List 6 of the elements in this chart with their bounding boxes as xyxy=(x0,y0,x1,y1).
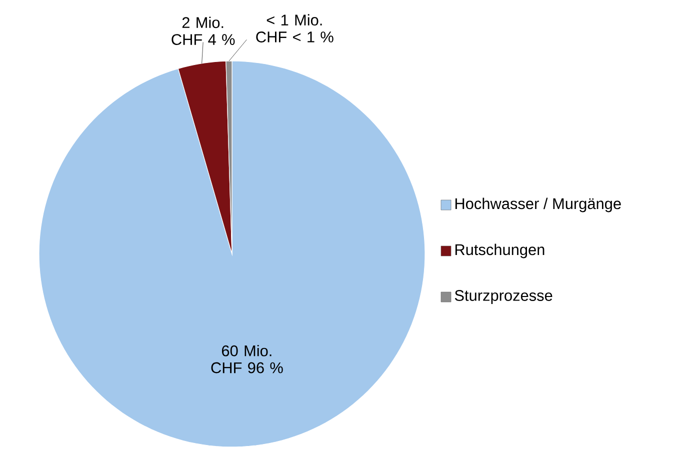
data-label: 2 Mio. CHF 4 % xyxy=(172,16,235,46)
data-label: 60 Mio. CHF 96 % xyxy=(211,344,283,374)
legend-label: Sturzprozesse xyxy=(454,290,552,304)
legend-label: Hochwasser / Murgänge xyxy=(455,198,621,212)
legend-label: Rutschungen xyxy=(455,244,544,258)
data-label: < 1 Mio. CHF < 1 % xyxy=(256,14,334,42)
